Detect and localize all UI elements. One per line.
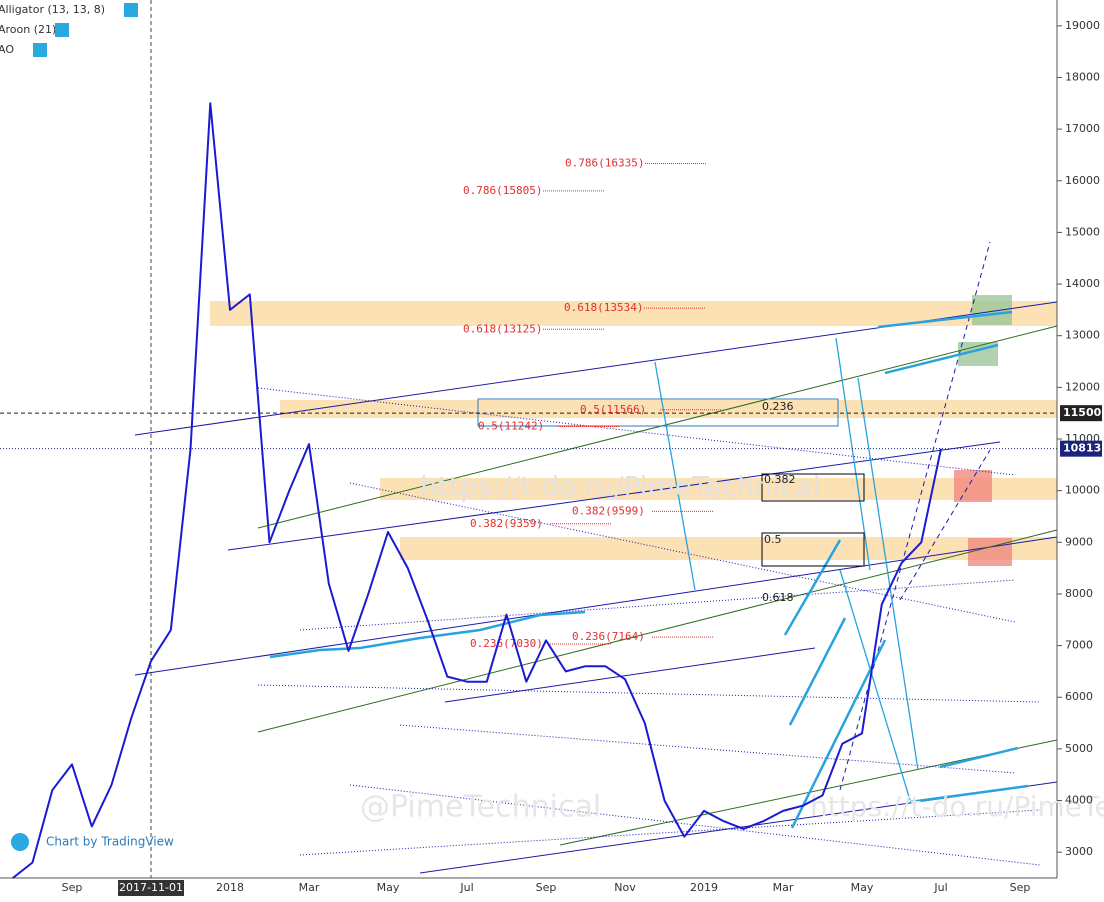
highlight-strokes	[269, 310, 1029, 829]
trendline	[299, 809, 1041, 856]
x-tick-label: Mar	[773, 881, 794, 894]
x-tick-label: Sep	[536, 881, 557, 894]
x-tick-label: Sep	[1010, 881, 1031, 894]
y-tick-label: 4000	[1065, 794, 1093, 807]
y-tick-label: 7000	[1065, 639, 1093, 652]
y-tick-label: 14000	[1065, 277, 1100, 290]
indicator-label: AO	[0, 43, 14, 56]
zone	[380, 478, 1057, 500]
y-tick-label: 5000	[1065, 742, 1093, 755]
trendline	[257, 684, 1041, 703]
trendline	[257, 529, 1058, 733]
y-tick-label: 19000	[1065, 19, 1100, 32]
fib-box	[761, 473, 865, 502]
zone-green	[972, 295, 1012, 325]
y-tick-label: 3000	[1065, 845, 1093, 858]
fib-box	[761, 532, 865, 567]
trendline	[839, 241, 991, 791]
branding-text: Chart by TradingView	[46, 835, 174, 849]
indicator-toggle[interactable]	[33, 43, 47, 57]
fib-level-label: 0.236	[762, 400, 794, 413]
y-tick-label: 15000	[1065, 225, 1100, 238]
fib-label: 0.786(16335)	[565, 156, 644, 169]
indicator-toggle[interactable]	[124, 3, 138, 17]
zone	[400, 537, 1057, 560]
fib-label: 0.5(11242)	[478, 420, 544, 433]
fib-label: 0.786(15805)	[463, 184, 542, 197]
zone-red	[968, 538, 1012, 566]
y-tick-label: 17000	[1065, 122, 1100, 135]
crosshair-label-bg	[118, 880, 184, 896]
y-tick-label: 18000	[1065, 70, 1100, 83]
x-tick-label: 2019	[690, 881, 718, 894]
branding: Chart by TradingView	[11, 833, 174, 851]
y-tick-label: 13000	[1065, 329, 1100, 342]
trendline	[257, 325, 1058, 529]
y-tick-label: 16000	[1065, 174, 1100, 187]
price-label: 11500	[1063, 406, 1102, 419]
x-tick-label: May	[377, 881, 400, 894]
indicator-label: Alligator (13, 13, 8)	[0, 3, 105, 16]
x-tick-label: 2018	[216, 881, 244, 894]
x-tick-label: 2017-11-01	[119, 881, 183, 894]
trendline	[299, 579, 1016, 631]
zone-red	[954, 470, 992, 502]
y-tick-label: 8000	[1065, 587, 1093, 600]
fib-level-label: 0.618	[762, 591, 794, 604]
logo	[11, 833, 29, 851]
fib-label: 0.5(11566)	[580, 403, 646, 416]
fib-label: 0.618(13534)	[564, 301, 643, 314]
trendline	[349, 482, 1016, 623]
indicator-toggle[interactable]	[55, 23, 69, 37]
fib-label: 0.382(9599)	[572, 504, 645, 517]
x-tick-label: Sep	[62, 881, 83, 894]
indicator-legend: Alligator (13, 13, 8) Aroon (21) AO	[0, 3, 138, 57]
x-tick-label: Nov	[614, 881, 636, 894]
fib-box	[477, 398, 839, 427]
x-tick-label: Mar	[299, 881, 320, 894]
fib-label: 0.236(7030)	[470, 637, 543, 650]
trendline	[899, 449, 991, 601]
x-tick-label: May	[851, 881, 874, 894]
watermark: https://t-do.ru/PimeTechnical	[810, 790, 1104, 823]
y-tick-label: 10000	[1065, 484, 1100, 497]
fib-level-label: 0.382	[764, 473, 796, 486]
watermark: https://t-do.ru/PimeTechnical	[420, 470, 821, 503]
arrows	[654, 337, 919, 801]
fib-label: 0.382(9359)	[470, 517, 543, 530]
price-label: 10813	[1063, 442, 1101, 455]
trendline	[257, 387, 1016, 476]
fib-level-label: 0.5	[764, 533, 782, 546]
zone	[280, 400, 1057, 418]
fib-label: 0.236(7164)	[572, 630, 645, 643]
price-label-bg	[1060, 440, 1102, 457]
y-tick-label: 12000	[1065, 380, 1100, 393]
indicator-label: Aroon (21)	[0, 23, 56, 36]
price-line-series	[12, 102, 942, 879]
trendline	[227, 441, 1001, 551]
trendline	[444, 647, 816, 703]
fib-label: 0.618(13125)	[463, 322, 542, 335]
y-tick-label: 6000	[1065, 690, 1093, 703]
x-tick-label: Jul	[459, 881, 473, 894]
y-tick-label: 9000	[1065, 535, 1093, 548]
x-tick-label: Jul	[933, 881, 947, 894]
trendline	[399, 724, 1016, 774]
watermark: @PimeTechnical	[360, 790, 601, 825]
price-label-bg	[1060, 405, 1102, 422]
